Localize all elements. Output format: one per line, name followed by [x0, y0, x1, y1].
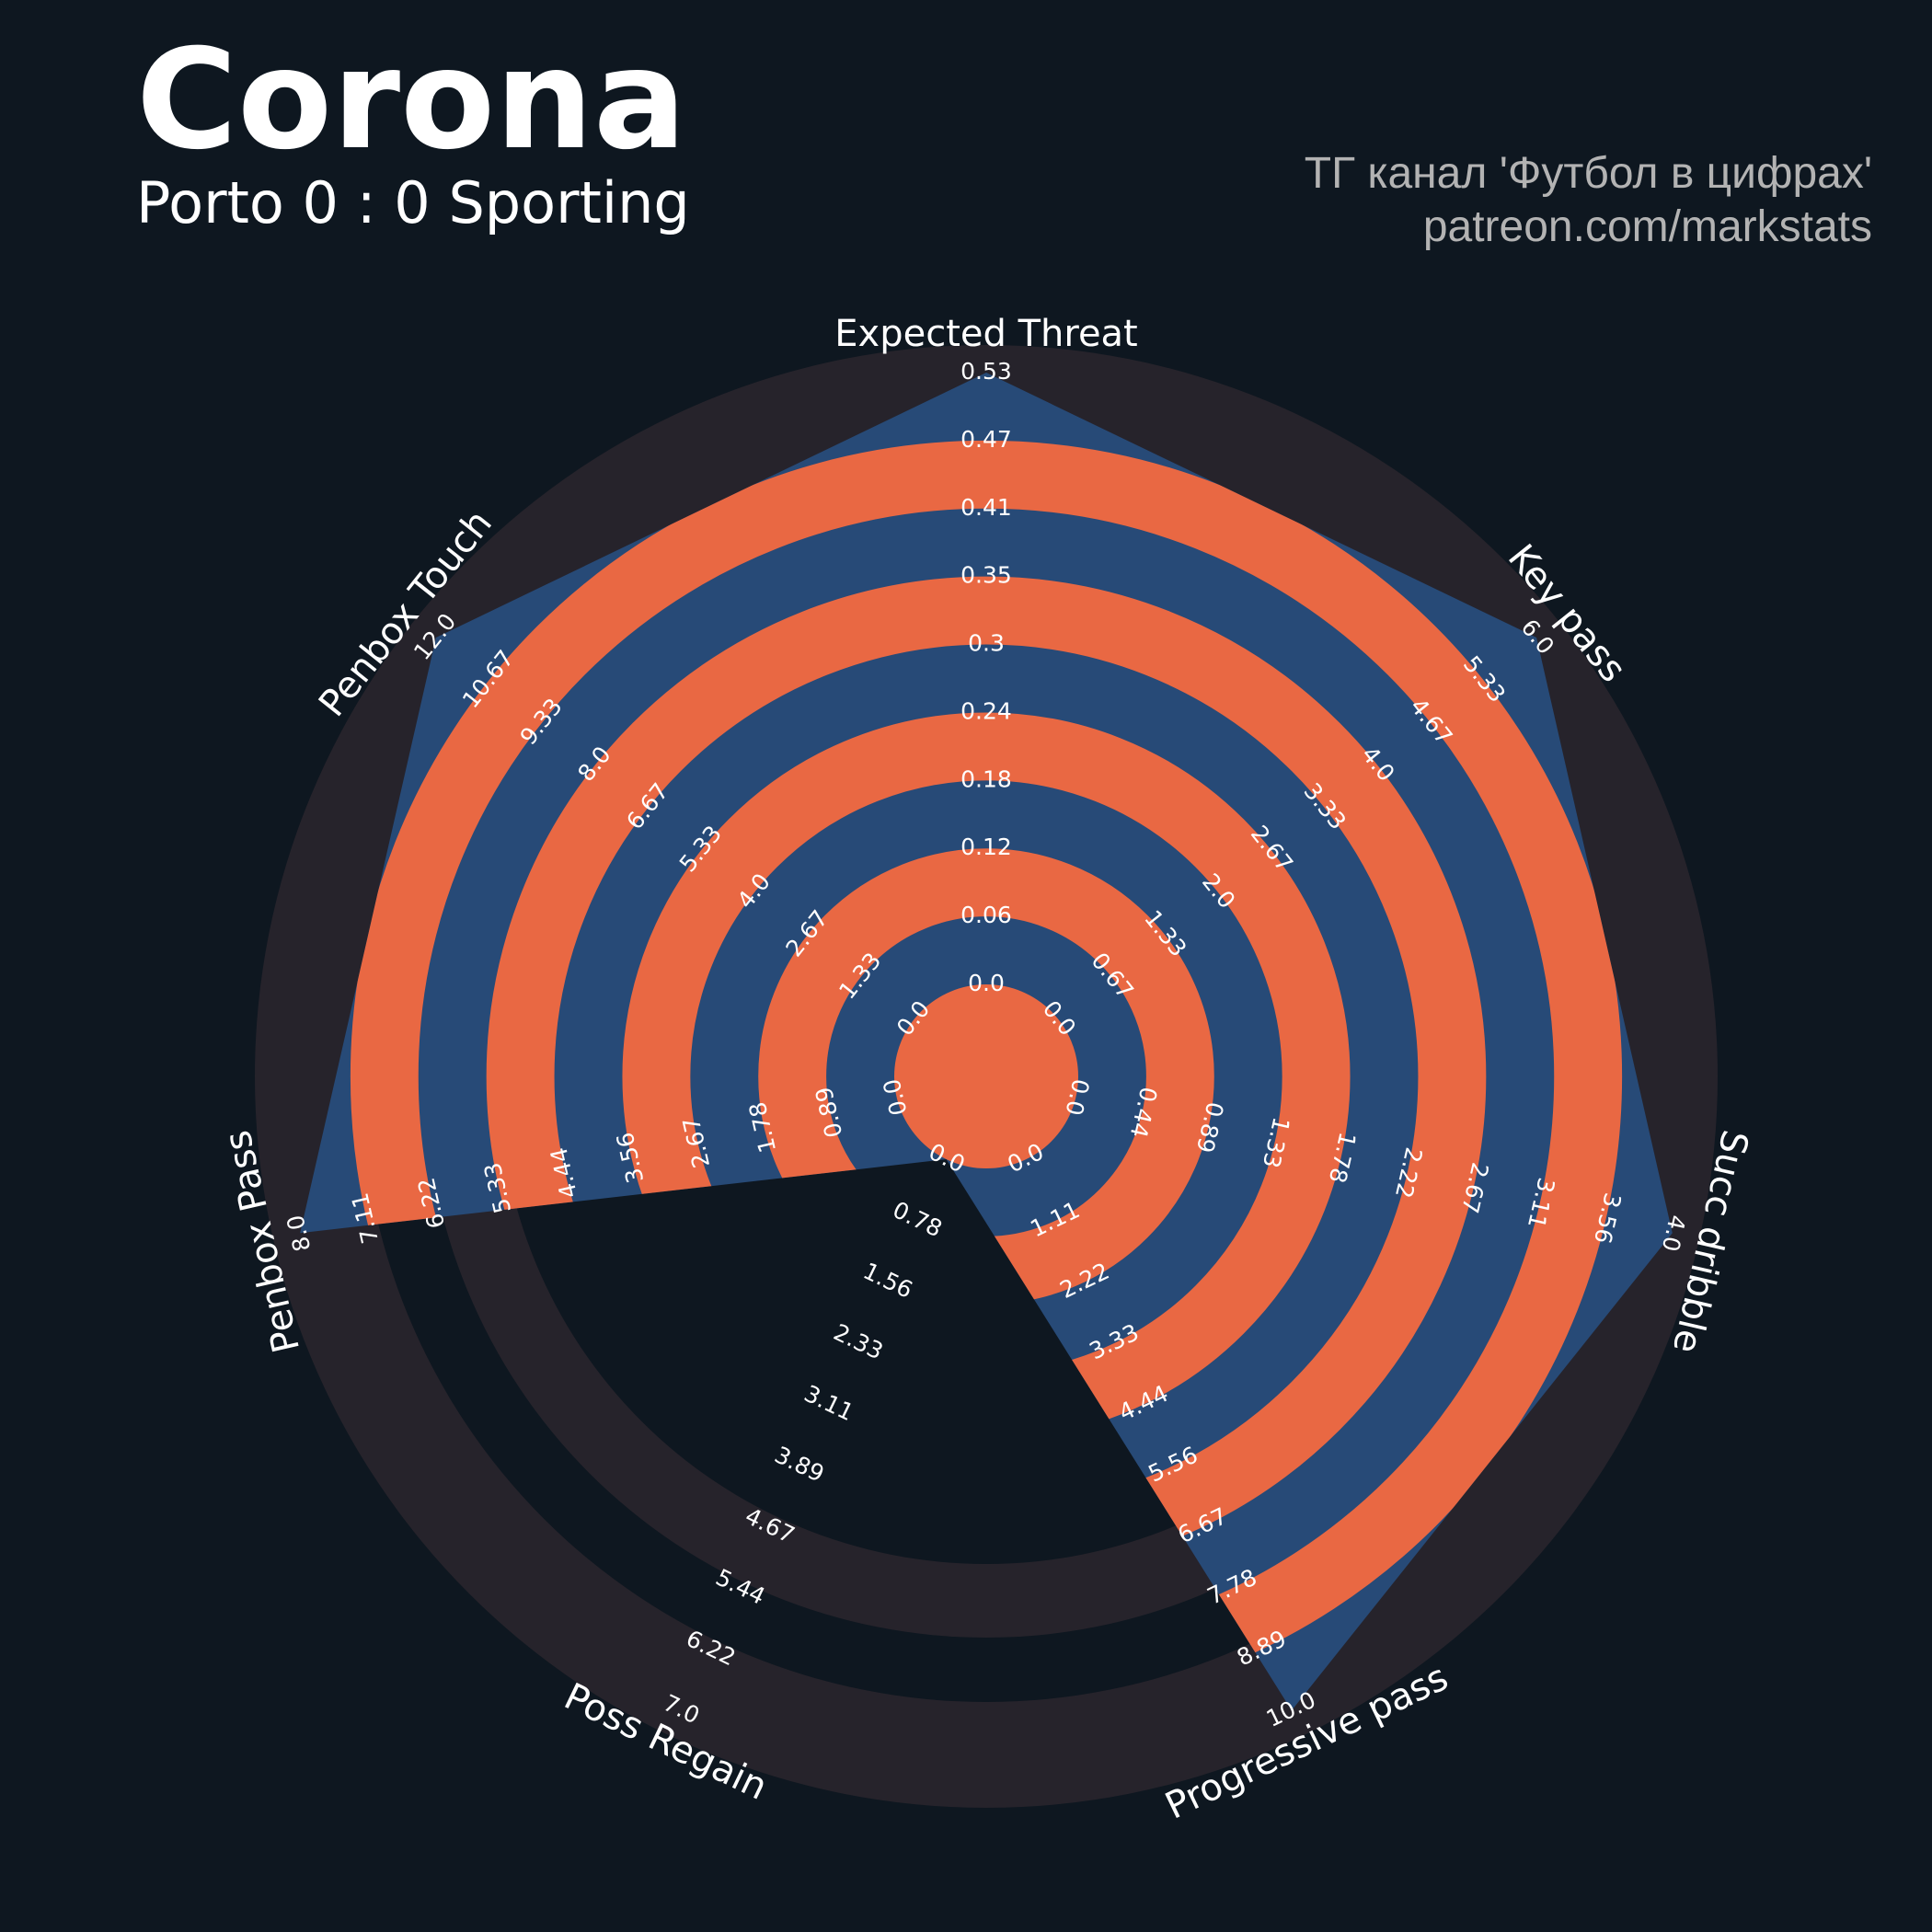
tick-label: 0.0	[968, 970, 1005, 996]
tick-label: 0.41	[960, 494, 1012, 521]
tick-label: 0.3	[968, 630, 1005, 657]
ring-center	[894, 984, 1078, 1168]
tick-label: 0.47	[960, 426, 1012, 453]
credit-telegram: ТГ канал 'Футбол в цифрах'	[1305, 149, 1872, 198]
tick-label: 0.06	[960, 902, 1012, 928]
tick-label: 0.35	[960, 562, 1012, 589]
tick-label: 0.18	[960, 765, 1012, 792]
axis-label: Expected Threat	[834, 313, 1138, 355]
chart-subtitle: Porto 0 : 0 Sporting	[136, 169, 690, 236]
chart-title: Corona	[136, 20, 686, 180]
tick-label: 0.12	[960, 834, 1012, 860]
credit-patreon: patreon.com/markstats	[1423, 202, 1872, 251]
tick-label: 0.53	[960, 358, 1012, 385]
tick-label: 0.24	[960, 697, 1012, 724]
